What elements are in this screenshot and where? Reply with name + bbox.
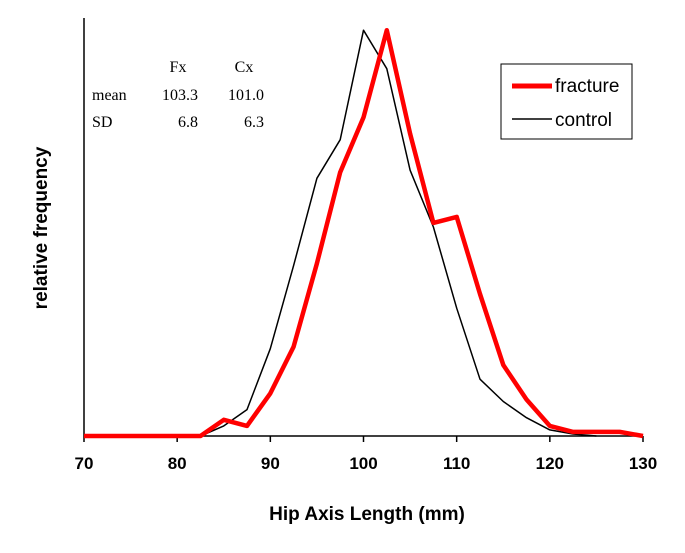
x-axis-title: Hip Axis Length (mm) [269, 504, 465, 525]
legend-label-fracture: fracture [555, 76, 619, 97]
y-axis-title: relative frequency [31, 146, 52, 309]
x-tick-label: 80 [168, 454, 187, 473]
legend-label-control: control [555, 110, 612, 131]
legend: fracture control [500, 63, 633, 140]
x-tick-label: 70 [75, 454, 94, 473]
x-tick-label: 130 [629, 454, 657, 473]
x-tick-label: 100 [349, 454, 377, 473]
legend-box [500, 63, 633, 140]
stats-header-cx: Cx [235, 59, 254, 76]
stats-row-sd-label: SD [92, 114, 112, 131]
x-tick-label: 90 [261, 454, 280, 473]
x-tick-label: 120 [536, 454, 564, 473]
stats-row-sd-cx: 6.3 [244, 114, 264, 131]
series-line-control [84, 29, 597, 437]
series-line-fracture [84, 27, 644, 439]
x-tick-label: 110 [443, 454, 470, 473]
stats-row-mean-fx: 103.3 [162, 87, 198, 104]
stats-table: Fx Cx mean 103.3 101.0 SD 6.8 6.3 [92, 59, 264, 131]
series-layer [84, 27, 644, 439]
stats-header-fx: Fx [170, 59, 187, 76]
stats-row-sd-fx: 6.8 [178, 114, 198, 131]
stats-row-mean-label: mean [92, 87, 127, 104]
stats-row-mean-cx: 101.0 [228, 87, 264, 104]
x-axis-ticks: 70 80 90 100 110 120 130 [75, 436, 657, 473]
